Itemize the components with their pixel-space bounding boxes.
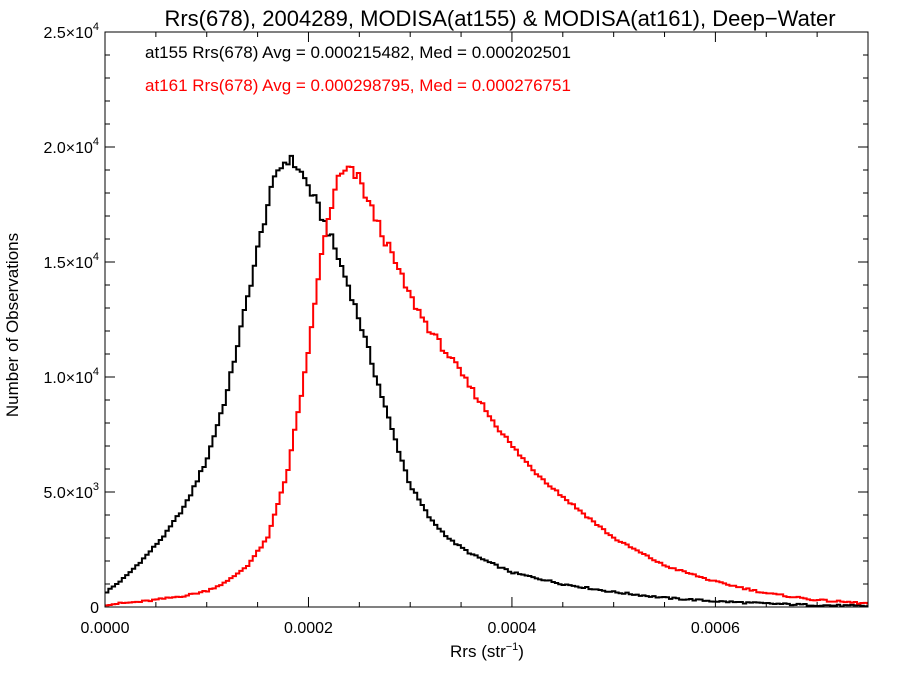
x-tick-label: 0.0000 <box>81 620 130 637</box>
y-tick-mantissa: 1.0×10 <box>43 370 92 387</box>
y-tick-mantissa: 0 <box>90 600 99 617</box>
y-tick-exponent: 4 <box>93 21 99 33</box>
series-at161-histogram <box>105 165 869 607</box>
y-tick-exponent: 4 <box>93 136 99 148</box>
x-axis-label-base: Rrs (str <box>450 642 506 661</box>
x-axis-label-close: ) <box>518 642 524 661</box>
y-tick-exponent: 4 <box>93 251 99 263</box>
y-tick-label: 2.5×104 <box>43 21 99 42</box>
x-tick-label: 0.0004 <box>487 620 536 637</box>
x-axis-label-sup: −1 <box>506 641 519 653</box>
y-tick-exponent: 3 <box>93 481 99 493</box>
x-tick-label: 0.0002 <box>284 620 333 637</box>
axes: 0.0000 0.0002 0.0004 0.000605.0×1031.0×1041… <box>43 21 869 637</box>
y-tick-label: 0 <box>90 600 99 617</box>
annotation-at155-stats: at155 Rrs(678) Avg = 0.000215482, Med = … <box>145 43 571 62</box>
plot-frame <box>104 31 869 608</box>
plot-area <box>105 154 869 608</box>
series-at155-histogram <box>105 154 869 608</box>
annotation-at161-stats: at161 Rrs(678) Avg = 0.000298795, Med = … <box>145 76 571 95</box>
annotation-legend: at155 Rrs(678) Avg = 0.000215482, Med = … <box>145 43 571 95</box>
y-tick-label: 5.0×103 <box>43 481 99 502</box>
y-tick-mantissa: 2.5×10 <box>43 25 92 42</box>
y-tick-mantissa: 5.0×10 <box>43 485 92 502</box>
y-tick-exponent: 4 <box>93 366 99 378</box>
x-tick-label: 0.0006 <box>691 620 740 637</box>
y-tick-label: 2.0×104 <box>43 136 99 157</box>
y-tick-label: 1.0×104 <box>43 366 99 387</box>
x-axis-label: Rrs (str−1) <box>450 641 524 661</box>
chart-title: Rrs(678), 2004289, MODISA(at155) & MODIS… <box>164 6 835 31</box>
y-axis-label: Number of Observations <box>3 233 22 417</box>
y-tick-mantissa: 1.5×10 <box>43 255 92 272</box>
y-tick-mantissa: 2.0×10 <box>43 140 92 157</box>
y-tick-label: 1.5×104 <box>43 251 99 272</box>
